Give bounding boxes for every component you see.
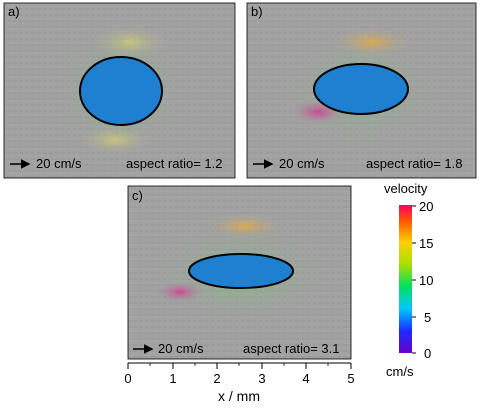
x-axis: 0 1 2 3 4 5 x / mm (124, 362, 355, 404)
x-tick-label-5: 5 (347, 371, 354, 386)
x-axis-major-ticks (127, 363, 352, 369)
panel-c-obstacle (188, 253, 294, 289)
x-axis-minor-ticks (149, 363, 329, 366)
colorbar-gradient (399, 205, 412, 353)
x-tick-label-2: 2 (213, 371, 220, 386)
x-tick-label-0: 0 (124, 371, 131, 386)
panel-c-label: c) (132, 188, 143, 203)
panel-a-aspect-ratio: aspect ratio= 1.2 (126, 156, 222, 171)
panel-b-obstacle (313, 63, 409, 115)
panel-a-label: a) (8, 4, 20, 19)
panel-c: c) 20 cm/s aspect ratio= 3.1 (127, 185, 352, 360)
colorbar-title: velocity (384, 181, 428, 196)
panel-a-flow-glow-upper (90, 24, 170, 60)
panel-b-scale-label: 20 cm/s (279, 156, 325, 171)
x-tick-label-1: 1 (169, 371, 176, 386)
x-tick-label-3: 3 (258, 371, 265, 386)
panel-a-obstacle (79, 56, 163, 126)
colorbar-unit: cm/s (386, 364, 414, 379)
x-axis-label: x / mm (218, 388, 260, 404)
panel-b-flow-glow-upper (330, 26, 414, 58)
colorbar-ticks (412, 205, 416, 354)
panel-b: b) 20 cm/s aspect ratio= 1.8 (246, 2, 477, 179)
panel-c-scale-label: 20 cm/s (158, 341, 204, 356)
panel-a: a) 20 cm/s aspect ratio= 1.2 (3, 2, 236, 179)
panel-a-flow-glow-lower (75, 124, 155, 156)
colorbar-tick-label-10: 10 (419, 273, 433, 288)
panel-c-aspect-ratio: aspect ratio= 3.1 (243, 341, 339, 356)
colorbar: velocity 20 15 10 5 0 cm/s (384, 181, 433, 379)
panel-c-flow-glow-lower (154, 280, 206, 304)
panel-a-scale-label: 20 cm/s (36, 156, 82, 171)
panel-b-label: b) (251, 4, 263, 19)
colorbar-tick-label-5: 5 (424, 310, 431, 325)
colorbar-tick-label-15: 15 (419, 236, 433, 251)
panel-c-flow-glow-upper (205, 212, 285, 240)
colorbar-tick-label-20: 20 (419, 199, 433, 214)
panel-b-aspect-ratio: aspect ratio= 1.8 (366, 156, 462, 171)
x-tick-label-4: 4 (302, 371, 309, 386)
colorbar-tick-label-0: 0 (424, 346, 431, 361)
